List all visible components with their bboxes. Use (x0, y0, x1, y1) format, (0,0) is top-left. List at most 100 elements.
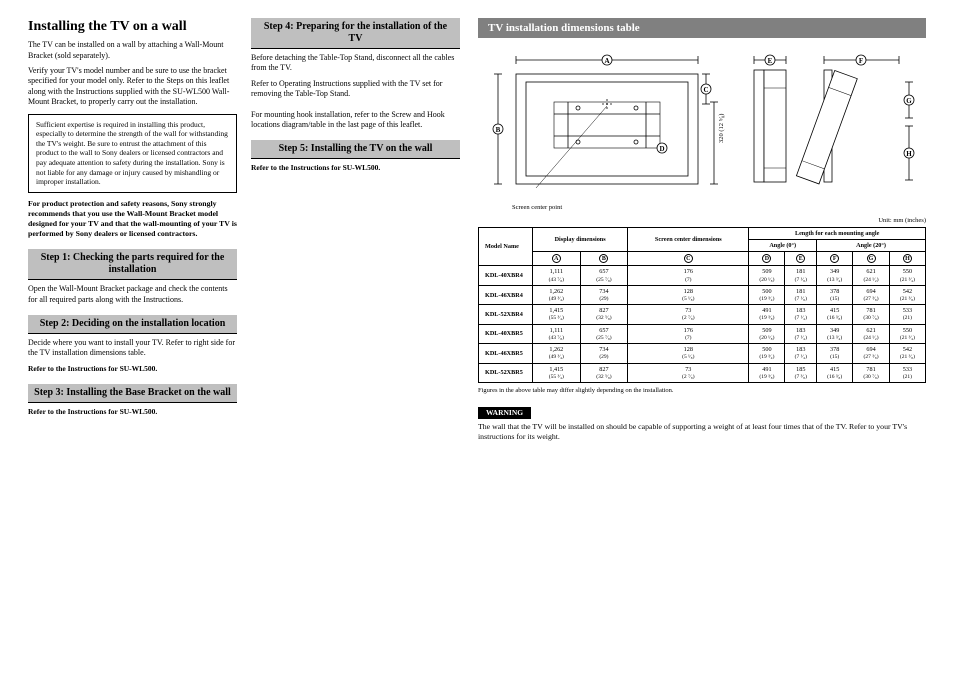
label-B: B (496, 126, 501, 134)
value-cell: 349(13 ³⁄₄) (817, 266, 853, 285)
recommendation: For product protection and safety reason… (28, 199, 237, 240)
col-B: B (599, 254, 608, 263)
page: Installing the TV on a wall The TV can b… (28, 18, 926, 447)
step2-ref: Refer to the Instructions for SU-WL500. (28, 364, 237, 374)
value-cell: 550(21 ³⁄₄) (889, 266, 925, 285)
model-cell: KDL-46XBR5 (479, 344, 533, 363)
intro-p2: Verify your TV's model number and be sur… (28, 66, 237, 108)
step1-body: Open the Wall-Mount Bracket package and … (28, 284, 237, 305)
table-row: KDL-40XBR41,111(43 ⁷⁄₈)657(25 ⁷⁄₈)176(7)… (479, 266, 926, 285)
value-cell: 491(19 ³⁄₈) (749, 363, 785, 382)
value-cell: 694(27 ³⁄₈) (853, 344, 890, 363)
table-row: KDL-40XBR51,111(43 ⁷⁄₈)657(25 ⁷⁄₈)176(7)… (479, 324, 926, 343)
value-cell: 128(5 ¹⁄₈) (628, 344, 749, 363)
value-cell: 73(2 ⁷⁄₈) (628, 305, 749, 324)
value-cell: 734(29) (580, 285, 628, 304)
value-cell: 694(27 ³⁄₈) (853, 285, 890, 304)
label-A: A (604, 57, 609, 65)
col-D: D (762, 254, 771, 263)
caution-box: Sufficient expertise is required in inst… (28, 114, 237, 193)
step4-body3: For mounting hook installation, refer to… (251, 110, 460, 131)
value-cell: 550(21 ³⁄₄) (889, 324, 925, 343)
height-320: 320 (12 ⁵⁄₈) (718, 114, 725, 143)
value-cell: 533(21) (889, 305, 925, 324)
table-row: KDL-46XBR41,262(49 ³⁄₄)734(29)128(5 ¹⁄₈)… (479, 285, 926, 304)
value-cell: 542(21 ³⁄₈) (889, 285, 925, 304)
value-cell: 183(7 ¹⁄₄) (785, 305, 817, 324)
value-cell: 1,415(55 ³⁄₄) (533, 363, 581, 382)
value-cell: 781(30 ⁷⁄₈) (853, 363, 890, 382)
model-cell: KDL-52XBR4 (479, 305, 533, 324)
value-cell: 176(7) (628, 266, 749, 285)
value-cell: 509(20 ¹⁄₈) (749, 324, 785, 343)
value-cell: 542(21 ³⁄₈) (889, 344, 925, 363)
label-F: F (859, 57, 863, 65)
th-angle0: Angle (0°) (749, 240, 817, 252)
step4-body2: Refer to Operating Instructions supplied… (251, 79, 460, 100)
step3-ref: Refer to the Instructions for SU-WL500. (28, 407, 237, 417)
model-cell: KDL-40XBR5 (479, 324, 533, 343)
value-cell: 827(32 ⁵⁄₈) (580, 305, 628, 324)
step2-header: Step 2: Deciding on the installation loc… (28, 315, 237, 334)
value-cell: 1,111(43 ⁷⁄₈) (533, 324, 581, 343)
value-cell: 500(19 ³⁄₄) (749, 344, 785, 363)
step5-header: Step 5: Installing the TV on the wall (251, 140, 460, 159)
label-G: G (906, 97, 912, 105)
value-cell: 1,415(55 ³⁄₄) (533, 305, 581, 324)
th-display: Display dimensions (533, 228, 628, 252)
th-angle20: Angle (20°) (817, 240, 926, 252)
model-cell: KDL-52XBR5 (479, 363, 533, 382)
col-A: A (552, 254, 561, 263)
step5-ref: Refer to the Instructions for SU-WL500. (251, 163, 460, 173)
th-model: Model Name (479, 228, 533, 266)
dimensions-table: Model Name Display dimensions Screen cen… (478, 227, 926, 383)
step4-header: Step 4: Preparing for the installation o… (251, 18, 460, 49)
warning-label: WARNING (478, 407, 531, 419)
value-cell: 378(15) (817, 344, 853, 363)
value-cell: 1,262(49 ³⁄₄) (533, 285, 581, 304)
side-diagrams: E F (744, 48, 924, 198)
value-cell: 183(7 ¹⁄₄) (785, 324, 817, 343)
col-E: E (796, 254, 805, 263)
model-cell: KDL-40XBR4 (479, 266, 533, 285)
left-columns: Installing the TV on a wall The TV can b… (28, 18, 460, 447)
value-cell: 491(19 ³⁄₈) (749, 305, 785, 324)
page-title: Installing the TV on a wall (28, 18, 237, 36)
value-cell: 378(15) (817, 285, 853, 304)
value-cell: 657(25 ⁷⁄₈) (580, 324, 628, 343)
value-cell: 73(2 ⁷⁄₈) (628, 363, 749, 382)
value-cell: 181(7 ¹⁄₈) (785, 266, 817, 285)
value-cell: 176(7) (628, 324, 749, 343)
label-D: D (659, 145, 664, 153)
step1-header: Step 1: Checking the parts required for … (28, 249, 237, 280)
value-cell: 128(5 ¹⁄₈) (628, 285, 749, 304)
value-cell: 657(25 ⁷⁄₈) (580, 266, 628, 285)
value-cell: 1,111(43 ⁷⁄₈) (533, 266, 581, 285)
col-letters-row: A B C D E F G H (479, 252, 926, 266)
label-C: C (703, 86, 708, 94)
value-cell: 781(30 ⁷⁄₈) (853, 305, 890, 324)
front-diagram: A B (478, 48, 728, 198)
column-1: Installing the TV on a wall The TV can b… (28, 18, 237, 447)
table-row: KDL-46XBR51,262(49 ³⁄₄)734(29)128(5 ¹⁄₈)… (479, 344, 926, 363)
column-2: Step 4: Preparing for the installation o… (251, 18, 460, 447)
value-cell: 827(32 ⁵⁄₈) (580, 363, 628, 382)
value-cell: 415(16 ³⁄₈) (817, 305, 853, 324)
col-G: G (867, 254, 876, 263)
col-H: H (903, 254, 912, 263)
value-cell: 533(21) (889, 363, 925, 382)
value-cell: 621(24 ¹⁄₂) (853, 324, 890, 343)
th-length: Length for each mounting angle (749, 228, 926, 240)
value-cell: 185(7 ³⁄₈) (785, 363, 817, 382)
col-C: C (684, 254, 693, 263)
right-area: TV installation dimensions table A B (478, 18, 926, 447)
th-center: Screen center dimensions (628, 228, 749, 252)
value-cell: 621(24 ¹⁄₂) (853, 266, 890, 285)
step3-header: Step 3: Installing the Base Bracket on t… (28, 384, 237, 403)
table-note: Figures in the above table may differ sl… (478, 387, 926, 395)
screen-center-label: Screen center point (512, 204, 926, 212)
step2-body: Decide where you want to install your TV… (28, 338, 237, 359)
intro-p1: The TV can be installed on a wall by att… (28, 40, 237, 61)
value-cell: 734(29) (580, 344, 628, 363)
value-cell: 181(7 ¹⁄₈) (785, 285, 817, 304)
